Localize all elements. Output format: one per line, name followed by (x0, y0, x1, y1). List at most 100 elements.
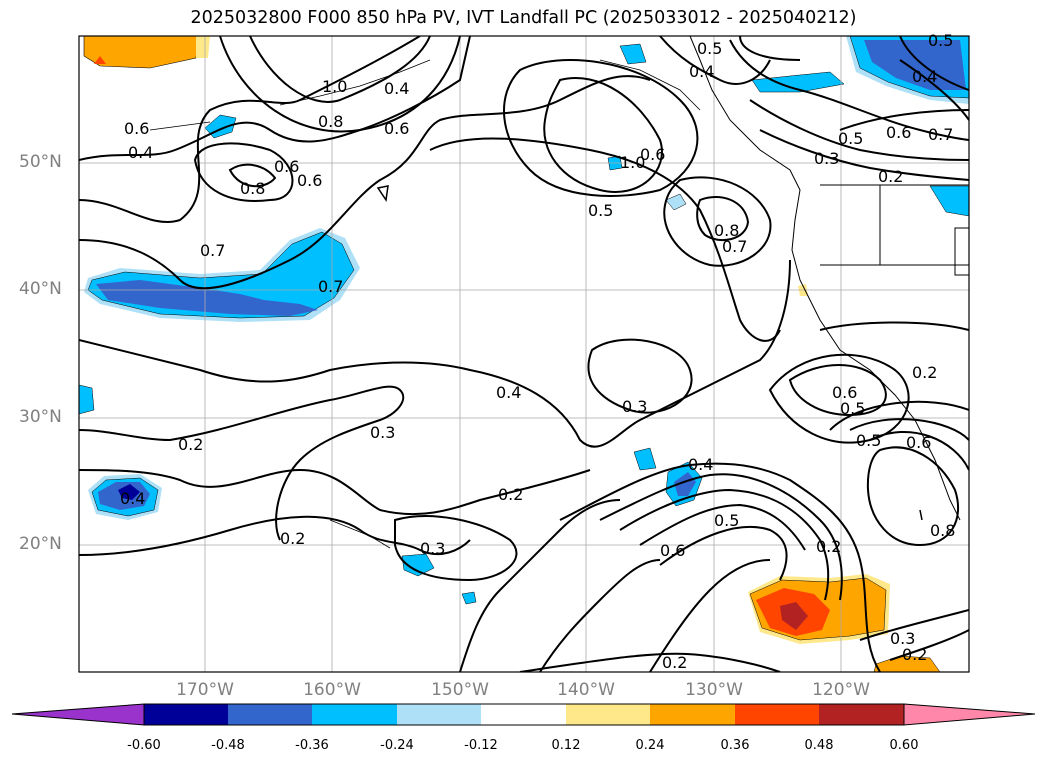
contour-label: 0.5 (697, 39, 722, 58)
contour-label: 0.6 (274, 157, 299, 176)
lat-label-50n: 50°N (19, 152, 62, 172)
pv-contours (79, 36, 969, 672)
contour-label: 1.0 (620, 153, 645, 172)
contour-label: 0.5 (840, 399, 865, 418)
negative-anomaly-strong (96, 280, 318, 316)
colorbar-tick: 0.48 (804, 738, 834, 753)
contour-label: 0.8 (714, 221, 739, 240)
positive-anomaly (83, 36, 199, 69)
colorbar-tick: -0.12 (464, 738, 498, 753)
colorbar-tick: 0.24 (635, 738, 665, 753)
contour-label: 0.2 (280, 529, 305, 548)
contour-label: 0.7 (200, 241, 225, 260)
lon-label-130w: 130°W (685, 680, 743, 700)
colorbar-tick: -0.48 (211, 738, 245, 753)
contour-label: 0.2 (902, 645, 927, 664)
lat-label-30n: 30°N (19, 407, 62, 427)
contour-label: 0.7 (722, 237, 747, 256)
negative-anomaly (929, 185, 969, 217)
contour-labels: 0.5 0.4 0.5 0.4 1.0 0.4 0.8 0.6 0.6 0.4 … (120, 31, 955, 672)
lon-label-120w: 120°W (812, 680, 870, 700)
contour-label: 0.2 (878, 167, 903, 186)
contour-label: 0.5 (838, 129, 863, 148)
positive-anomaly-light (196, 36, 210, 58)
negative-anomaly (401, 553, 435, 577)
contour-label: 0.2 (816, 537, 841, 556)
contour-label: 0.5 (856, 431, 881, 450)
colorbar-segment (312, 704, 397, 725)
colorbar-frame (143, 703, 905, 726)
contour-label: 1.0 (322, 77, 347, 96)
colorbar-segment (397, 704, 481, 725)
colorbar-tick: -0.36 (295, 738, 329, 753)
contour-label: 0.3 (370, 423, 395, 442)
contour-label: 0.3 (814, 149, 839, 168)
contour-label: 0.7 (928, 125, 953, 144)
negative-anomaly (633, 447, 657, 471)
contour-label: 0.4 (384, 79, 409, 98)
colorbar-tick: -0.24 (380, 738, 414, 753)
contour-label: 0.2 (662, 653, 687, 672)
colorbar-segment (735, 704, 819, 725)
contour-label: 0.6 (297, 171, 322, 190)
lat-label-40n: 40°N (19, 279, 62, 299)
contour-label: 0.6 (660, 541, 685, 560)
contour-label: 0.6 (640, 145, 665, 164)
colorbar-tick: -0.60 (127, 738, 161, 753)
negative-anomaly-core (118, 484, 140, 500)
map-frame (78, 35, 970, 673)
contour-label: 0.6 (124, 119, 149, 138)
contour-label: 0.2 (498, 485, 523, 504)
lon-label-160w: 160°W (303, 680, 361, 700)
colorbar-tick: 0.60 (889, 738, 919, 753)
colorbar-segment (566, 704, 650, 725)
colorbar-segment (819, 704, 904, 725)
contour-label: 0.2 (912, 363, 937, 382)
contour-label: 0.6 (886, 123, 911, 142)
lon-label-150w: 150°W (431, 680, 489, 700)
contour-label: 0.4 (128, 143, 153, 162)
contour-label: 0.3 (890, 629, 915, 648)
negative-anomaly (461, 591, 477, 605)
contour-label: 0.2 (178, 435, 203, 454)
negative-anomaly (619, 43, 647, 65)
contour-label: 0.8 (240, 179, 265, 198)
colorbar-extend-right (903, 703, 1036, 726)
lon-label-170w: 170°W (176, 680, 234, 700)
lat-label-20n: 20°N (19, 534, 62, 554)
contour-label: 0.4 (120, 489, 145, 508)
colorbar-segment (144, 704, 228, 725)
contour-label: 0.8 (318, 112, 343, 131)
negative-anomaly (751, 71, 845, 93)
colorbar-extend-left (11, 703, 145, 726)
negative-anomaly (79, 384, 95, 415)
contour-label: 0.4 (912, 67, 937, 86)
contour-label: 0.6 (906, 433, 931, 452)
lon-label-140w: 140°W (557, 680, 615, 700)
contour-label: 0.8 (930, 521, 955, 540)
contour-label: 0.6 (384, 119, 409, 138)
negative-marker (94, 56, 106, 64)
negative-anomaly (665, 193, 687, 211)
contour-label: 0.5 (588, 201, 613, 220)
contour-label: 0.4 (496, 383, 521, 402)
negative-anomaly-strong (674, 472, 696, 496)
shading-layer (79, 36, 969, 672)
contour-label: 0.3 (420, 539, 445, 558)
contour-label: 0.7 (318, 277, 343, 296)
contour-label: 0.6 (832, 383, 857, 402)
contour-label: 0.5 (928, 31, 953, 50)
colorbar-tick: 0.36 (720, 738, 750, 753)
contour-label: 0.4 (689, 62, 714, 81)
positive-anomaly-core (780, 602, 808, 630)
colorbar-segment (481, 704, 566, 725)
colorbar-segment (228, 704, 312, 725)
contour-label: 0.5 (714, 511, 739, 530)
map-title: 2025032800 F000 850 hPa PV, IVT Landfall… (190, 8, 857, 28)
colorbar-segment (650, 704, 735, 725)
colorbar-tick: 0.12 (551, 738, 581, 753)
contour-label: 0.3 (622, 397, 647, 416)
colorbar (11, 703, 1036, 726)
contour-label: 0.4 (688, 455, 713, 474)
